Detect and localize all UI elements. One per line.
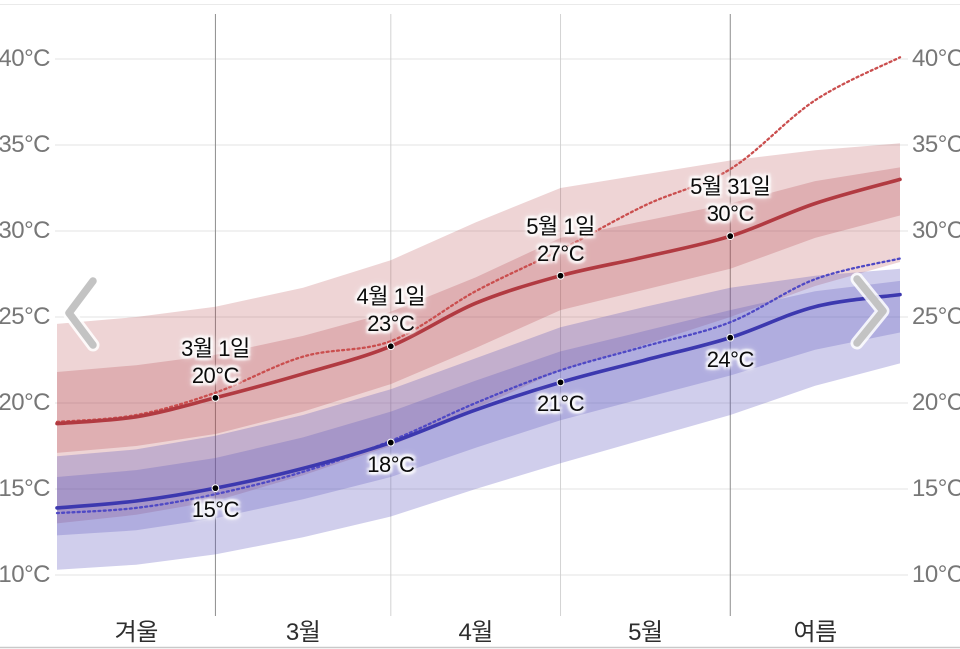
- marker-dot-min-temp-24°C: [726, 333, 735, 342]
- next-button[interactable]: [850, 272, 890, 350]
- marker-dot-max-temp-30°C: [726, 232, 735, 241]
- max-temp-dotted-line: [55, 56, 902, 424]
- marker-dot-min-temp-15°C: [211, 484, 220, 493]
- prev-button[interactable]: [62, 274, 100, 352]
- max-temp-line: [55, 177, 902, 426]
- min-temp-line: [55, 292, 902, 510]
- marker-dot-max-temp-23°C: [386, 342, 395, 351]
- prev-icon: [65, 277, 97, 349]
- marker-dot-max-temp-27°C: [556, 271, 565, 280]
- min-temp-outer-band: [57, 268, 900, 570]
- marker-dot-min-temp-21°C: [556, 378, 565, 387]
- max-temp-inner-band: [57, 167, 900, 453]
- max-temp-outer-band: [57, 143, 900, 524]
- marker-dot-min-temp-18°C: [386, 438, 395, 447]
- min-temp-dotted-line: [55, 257, 902, 515]
- next-icon: [853, 275, 887, 347]
- marker-dot-max-temp-20°C: [211, 393, 220, 402]
